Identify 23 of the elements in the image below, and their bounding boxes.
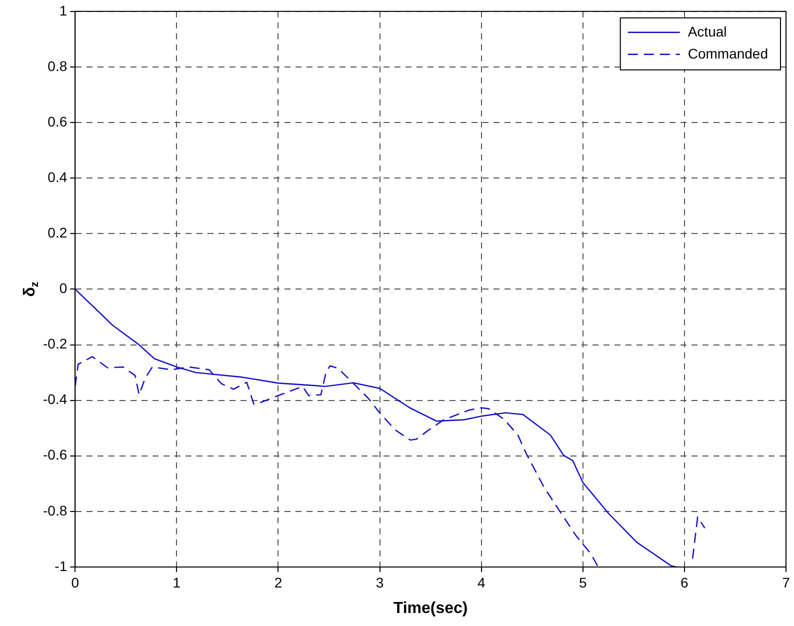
x-tick-label: 3 (376, 574, 384, 590)
y-tick-label: 0.2 (48, 224, 68, 240)
x-tick-label: 6 (680, 574, 689, 590)
y-tick-label: 0.8 (48, 58, 68, 74)
y-tick-label: 0 (59, 280, 68, 296)
y-tick-label: -0.6 (43, 446, 68, 463)
y-tick-label: 0.6 (48, 113, 68, 130)
legend-label: Commanded (688, 45, 768, 62)
y-tick-label: 1 (59, 2, 68, 18)
x-tick-label: 4 (477, 574, 486, 590)
x-tick-label: 0 (71, 574, 80, 590)
y-tick-label: 0.4 (48, 168, 68, 185)
y-axis-title: δz (21, 281, 42, 297)
x-axis-title: Time(sec) (393, 600, 468, 617)
x-tick-label: 7 (782, 574, 790, 590)
y-tick-label: -1 (54, 558, 68, 574)
y-tick-label: -0.2 (43, 336, 68, 352)
x-tick-label: 1 (172, 574, 181, 590)
y-tick-label: -0.8 (43, 502, 68, 518)
x-tick-label: 2 (274, 574, 282, 590)
legend-label: Actual (688, 23, 727, 40)
x-tick-label: 5 (578, 574, 587, 590)
y-tick-label: -0.4 (43, 391, 68, 408)
